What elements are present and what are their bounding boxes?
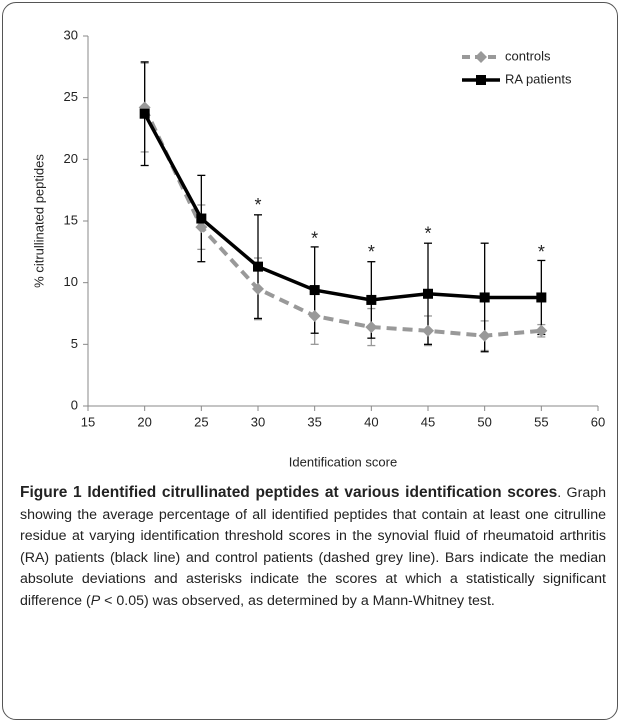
marker <box>253 261 263 272</box>
caption: Figure 1 Identified citrullinated peptid… <box>20 482 606 612</box>
significance-marker: * <box>254 195 261 215</box>
y-tick-label: 0 <box>71 397 78 412</box>
marker <box>196 213 207 224</box>
y-tick-label: 30 <box>64 27 78 42</box>
marker <box>535 324 548 337</box>
marker <box>309 285 320 296</box>
marker <box>423 288 433 299</box>
figure-frame <box>2 2 618 720</box>
x-axis-title: Identification score <box>289 454 397 469</box>
marker <box>536 292 547 303</box>
marker <box>195 221 208 234</box>
chart: Identification score % citrullinated pep… <box>31 27 605 469</box>
legend-label: RA patients <box>505 71 572 86</box>
significance-marker: * <box>311 228 318 248</box>
x-tick-label: 15 <box>81 414 95 429</box>
marker <box>365 321 378 334</box>
caption-text: . Graph showing the average percentage o… <box>20 485 606 609</box>
marker <box>422 324 434 337</box>
series-line <box>142 106 542 338</box>
significance-marker: * <box>424 223 431 243</box>
x-tick-label: 55 <box>534 414 548 429</box>
x-tick-label: 20 <box>137 414 151 429</box>
marker <box>479 292 490 303</box>
marker <box>252 282 264 295</box>
significance-marker: * <box>368 242 375 262</box>
y-tick-label: 5 <box>71 336 78 351</box>
x-tick-label: 50 <box>477 414 491 429</box>
caption-label: Figure 1 Identified citrullinated peptid… <box>20 484 558 501</box>
marker <box>139 108 150 119</box>
x-tick-label: 35 <box>307 414 321 429</box>
x-tick-label: 40 <box>364 414 378 429</box>
caption-italic: P <box>90 592 101 609</box>
x-tick-label: 25 <box>194 414 208 429</box>
x-tick-label: 30 <box>251 414 265 429</box>
y-tick-label: 20 <box>64 151 78 166</box>
y-tick-label: 15 <box>64 212 78 227</box>
y-tick-label: 25 <box>64 89 78 104</box>
legend-label: controls <box>505 48 551 63</box>
y-axis-title: % citrullinated peptides <box>31 154 46 288</box>
x-tick-label: 45 <box>421 414 435 429</box>
marker <box>366 294 377 305</box>
caption-text: < 0.05) was observed, as determined by a… <box>100 592 495 609</box>
marker <box>308 309 321 322</box>
significance-marker: * <box>538 242 545 262</box>
legend-marker <box>475 51 487 63</box>
x-tick-label: 60 <box>591 414 605 429</box>
legend-marker <box>476 75 486 85</box>
marker <box>478 329 491 342</box>
y-tick-label: 10 <box>64 274 78 289</box>
series-line <box>143 112 542 302</box>
